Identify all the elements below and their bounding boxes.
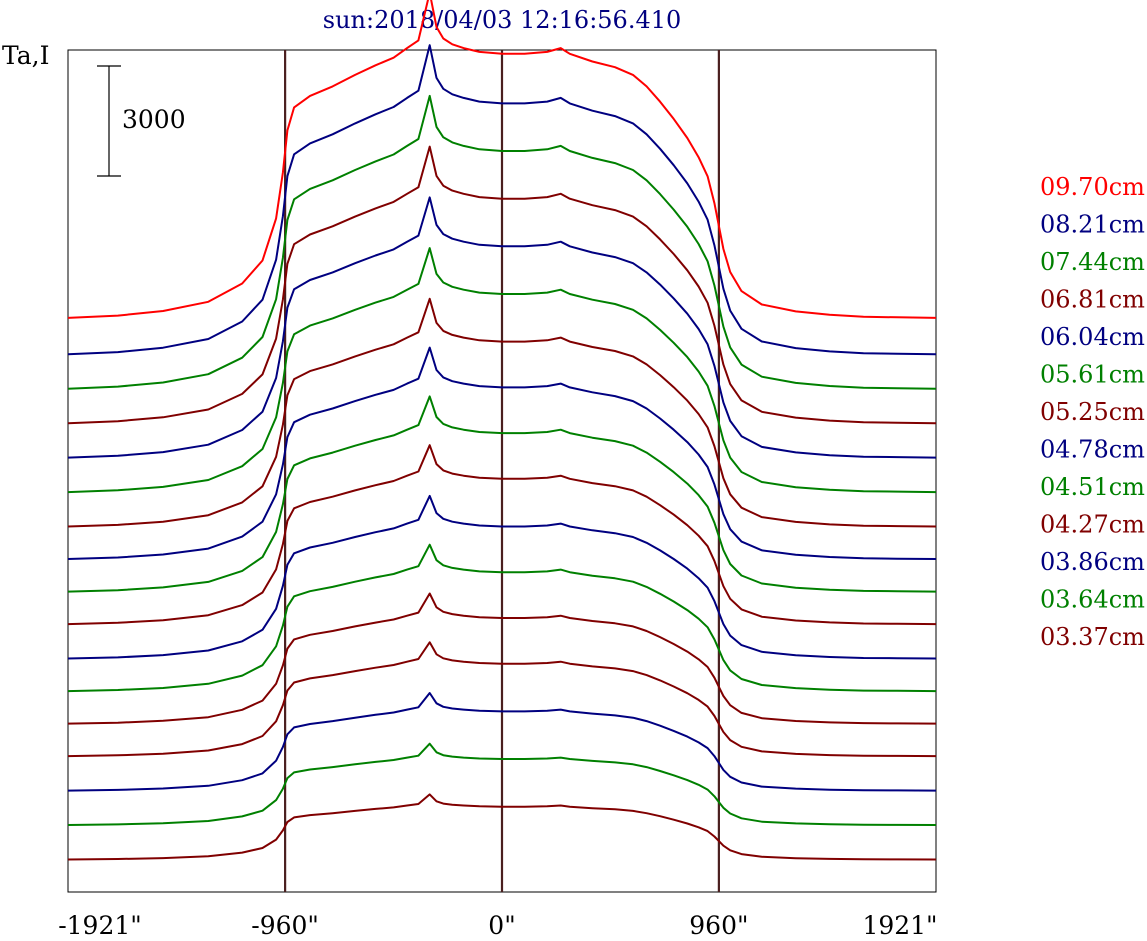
x-tick-labels: -1921" -960" 0" 960" 1921": [58, 911, 937, 940]
series-line-10: [67, 494, 937, 660]
series-line-16: [67, 793, 937, 861]
legend-item-3: 06.81cm: [1040, 286, 1145, 314]
legend-item-1: 08.21cm: [1040, 211, 1145, 239]
x-tick-label-4: 1921": [862, 911, 937, 940]
x-tick-label-2: 0": [488, 911, 515, 940]
legend-item-8: 04.51cm: [1040, 473, 1145, 501]
series-line-0: [67, 0, 937, 319]
series-lines: [67, 0, 937, 861]
legend-item-2: 07.44cm: [1040, 248, 1145, 276]
x-tick-label-1: -960": [251, 911, 319, 940]
series-line-15: [67, 742, 937, 826]
legend-item-11: 03.64cm: [1040, 586, 1145, 614]
series-line-9: [67, 444, 937, 626]
series-line-12: [67, 592, 937, 725]
scale-bar-label: 3000: [122, 105, 186, 134]
series-line-11: [67, 543, 937, 693]
legend-item-6: 05.25cm: [1040, 398, 1145, 426]
series-line-7: [67, 346, 937, 560]
series-line-13: [67, 641, 937, 758]
series-line-8: [67, 395, 937, 593]
chart-title: sun:2018/04/03 12:16:56.410: [323, 6, 682, 34]
legend-item-9: 04.27cm: [1040, 511, 1145, 539]
series-line-1: [67, 44, 937, 356]
scale-bar: 3000: [97, 65, 186, 177]
x-tick-label-3: 960": [689, 911, 748, 940]
legend-item-10: 03.86cm: [1040, 548, 1145, 576]
legend-item-4: 06.04cm: [1040, 323, 1145, 351]
series-line-6: [67, 297, 937, 528]
legend-item-0: 09.70cm: [1040, 173, 1145, 201]
legend-item-5: 05.61cm: [1040, 361, 1145, 389]
series-line-3: [67, 145, 937, 425]
series-line-14: [67, 692, 937, 792]
series-line-2: [67, 94, 937, 390]
legend: 09.70cm 08.21cm 07.44cm 06.81cm 06.04cm 05.61…: [1040, 173, 1145, 651]
legend-item-12: 03.37cm: [1040, 623, 1145, 651]
legend-item-7: 04.78cm: [1040, 436, 1145, 464]
x-tick-label-0: -1921": [58, 911, 142, 940]
y-axis-label: Ta,I: [2, 41, 49, 70]
series-line-5: [67, 247, 937, 494]
series-line-4: [67, 196, 937, 459]
